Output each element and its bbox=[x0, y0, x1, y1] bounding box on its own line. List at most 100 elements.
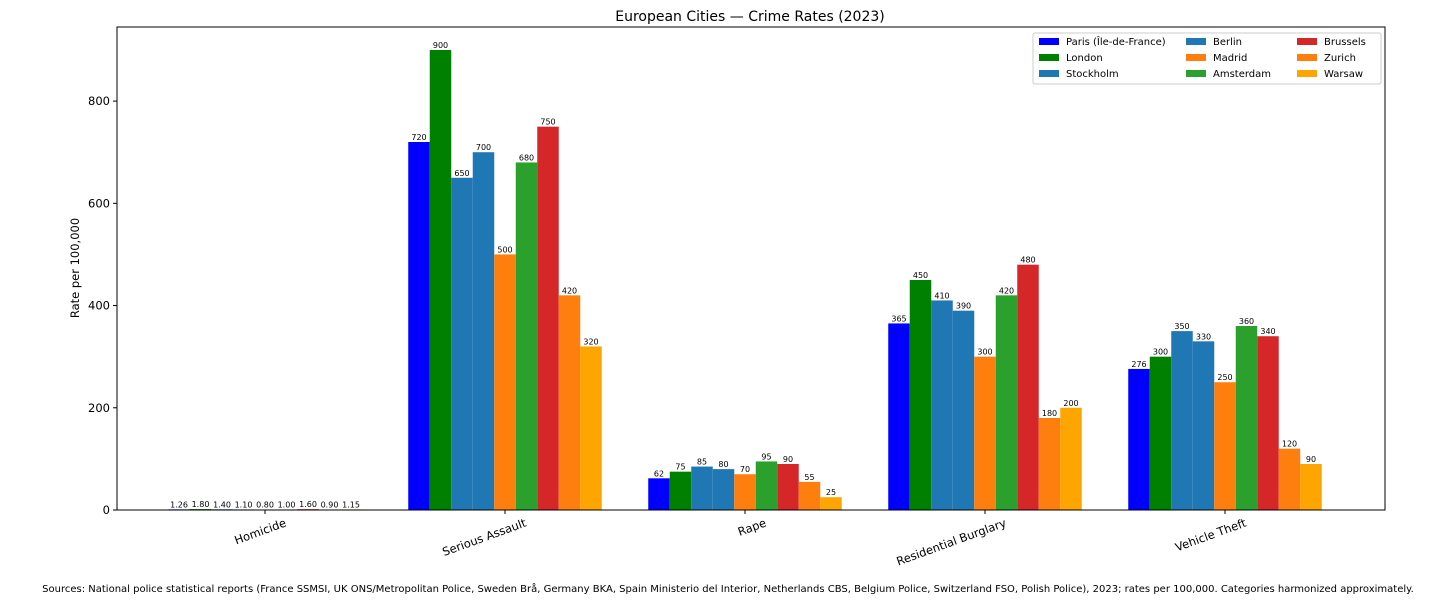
bar-value-label: 1.00 bbox=[278, 500, 296, 509]
bar-1-2 bbox=[451, 177, 473, 510]
bar-value-label: 0.80 bbox=[256, 501, 274, 510]
bar-3-3 bbox=[952, 310, 975, 510]
bar-value-label: 95 bbox=[761, 452, 771, 461]
bar-value-label: 680 bbox=[519, 153, 534, 162]
bar-2-4 bbox=[734, 474, 756, 510]
bar-value-label: 25 bbox=[826, 488, 836, 497]
bar-4-1 bbox=[1149, 356, 1172, 510]
bar-1-7 bbox=[558, 295, 581, 510]
bar-value-label: 200 bbox=[1063, 399, 1078, 408]
bar-2-2 bbox=[691, 466, 713, 510]
chart-title: European Cities — Crime Rates (2023) bbox=[615, 9, 885, 25]
legend-swatch bbox=[1297, 54, 1317, 61]
legend-swatch bbox=[1186, 70, 1206, 77]
legend-swatch bbox=[1039, 54, 1059, 61]
bar-2-7 bbox=[798, 481, 821, 510]
bar-value-label: 250 bbox=[1217, 373, 1232, 382]
bar-value-label: 480 bbox=[1020, 256, 1035, 265]
bar-value-label: 900 bbox=[433, 41, 448, 50]
bar-value-label: 1.40 bbox=[213, 500, 231, 509]
bar-1-6 bbox=[537, 126, 559, 511]
bar-4-6 bbox=[1257, 336, 1279, 510]
legend-label: London bbox=[1066, 53, 1103, 64]
bar-value-label: 360 bbox=[1239, 317, 1254, 326]
bar-2-1 bbox=[669, 471, 692, 510]
bar-value-label: 75 bbox=[675, 463, 685, 472]
legend-label: Berlin bbox=[1213, 37, 1242, 48]
bar-2-5 bbox=[755, 461, 778, 510]
bar-value-label: 85 bbox=[697, 458, 707, 467]
bar-2-8 bbox=[820, 497, 842, 510]
legend-box bbox=[1032, 32, 1382, 85]
bar-value-label: 720 bbox=[411, 133, 426, 142]
bar-4-3 bbox=[1192, 341, 1215, 510]
bar-value-label: 276 bbox=[1131, 360, 1146, 369]
bar-1-8 bbox=[580, 346, 602, 510]
legend-swatch bbox=[1186, 54, 1206, 61]
y-axis-label: Rate per 100,000 bbox=[68, 218, 82, 318]
plot-frame bbox=[116, 26, 1386, 511]
bar-value-label: 180 bbox=[1042, 409, 1057, 418]
y-tick-label: 200 bbox=[88, 401, 110, 415]
bar-value-label: 1.60 bbox=[299, 500, 317, 509]
bar-3-2 bbox=[931, 300, 953, 510]
bar-value-label: 1.26 bbox=[170, 500, 188, 509]
bar-value-label: 750 bbox=[540, 118, 555, 127]
bar-value-label: 70 bbox=[740, 465, 750, 474]
bar-value-label: 120 bbox=[1282, 440, 1297, 449]
bar-4-5 bbox=[1235, 326, 1258, 510]
x-tick-label: Homicide bbox=[233, 516, 289, 548]
bar-4-7 bbox=[1278, 448, 1301, 510]
bar-3-6 bbox=[1017, 264, 1039, 510]
bar-3-0 bbox=[888, 323, 910, 510]
bar-value-label: 700 bbox=[476, 143, 491, 152]
bar-value-label: 410 bbox=[934, 291, 949, 300]
bar-4-0 bbox=[1128, 368, 1150, 510]
legend-swatch bbox=[1297, 38, 1317, 45]
bar-3-7 bbox=[1038, 418, 1061, 510]
y-tick-label: 800 bbox=[88, 94, 110, 108]
x-tick-label: Residential Burglary bbox=[894, 516, 1008, 569]
legend-label: Amsterdam bbox=[1213, 69, 1271, 80]
y-tick-label: 0 bbox=[103, 503, 110, 517]
bar-value-label: 350 bbox=[1174, 322, 1189, 331]
bar-value-label: 330 bbox=[1196, 332, 1211, 341]
legend-swatch bbox=[1039, 38, 1059, 45]
legend-label: Madrid bbox=[1213, 53, 1247, 64]
sources-footnote: Sources: National police statistical rep… bbox=[42, 584, 1414, 595]
legend-swatch bbox=[1297, 70, 1317, 77]
bar-value-label: 300 bbox=[1153, 348, 1168, 357]
legend-label: Zurich bbox=[1324, 53, 1356, 64]
legend-label: Paris (Île-de-France) bbox=[1066, 35, 1166, 48]
bar-value-label: 340 bbox=[1260, 327, 1275, 336]
bar-2-3 bbox=[712, 469, 735, 510]
bar-value-label: 320 bbox=[583, 337, 598, 346]
bar-value-label: 0.90 bbox=[321, 501, 339, 510]
bar-value-label: 450 bbox=[913, 271, 928, 280]
x-tick-label: Serious Assault bbox=[440, 515, 528, 558]
bar-value-label: 90 bbox=[783, 455, 793, 464]
legend-label: Brussels bbox=[1324, 37, 1366, 48]
bar-value-label: 62 bbox=[654, 469, 664, 478]
bar-3-8 bbox=[1060, 407, 1082, 510]
bar-value-label: 300 bbox=[977, 348, 992, 357]
y-tick-label: 400 bbox=[88, 299, 110, 313]
legend-label: Warsaw bbox=[1324, 69, 1363, 80]
bar-value-label: 365 bbox=[891, 314, 906, 323]
bar-4-8 bbox=[1300, 464, 1322, 510]
bar-value-label: 420 bbox=[562, 286, 577, 295]
bar-value-label: 650 bbox=[454, 169, 469, 178]
bar-1-4 bbox=[494, 254, 516, 510]
bar-4-4 bbox=[1214, 382, 1236, 510]
bar-value-label: 55 bbox=[804, 473, 814, 482]
bar-4-2 bbox=[1171, 331, 1193, 510]
legend-swatch bbox=[1186, 38, 1206, 45]
bar-value-label: 1.15 bbox=[342, 500, 360, 509]
bar-2-6 bbox=[777, 464, 799, 510]
crime-rates-chart: European Cities — Crime Rates (2023) Rat… bbox=[68, 9, 1386, 569]
legend-swatch bbox=[1039, 70, 1059, 77]
bar-value-label: 500 bbox=[497, 245, 512, 254]
bar-1-3 bbox=[472, 152, 495, 510]
bar-3-4 bbox=[974, 356, 996, 510]
bar-value-label: 80 bbox=[718, 460, 728, 469]
